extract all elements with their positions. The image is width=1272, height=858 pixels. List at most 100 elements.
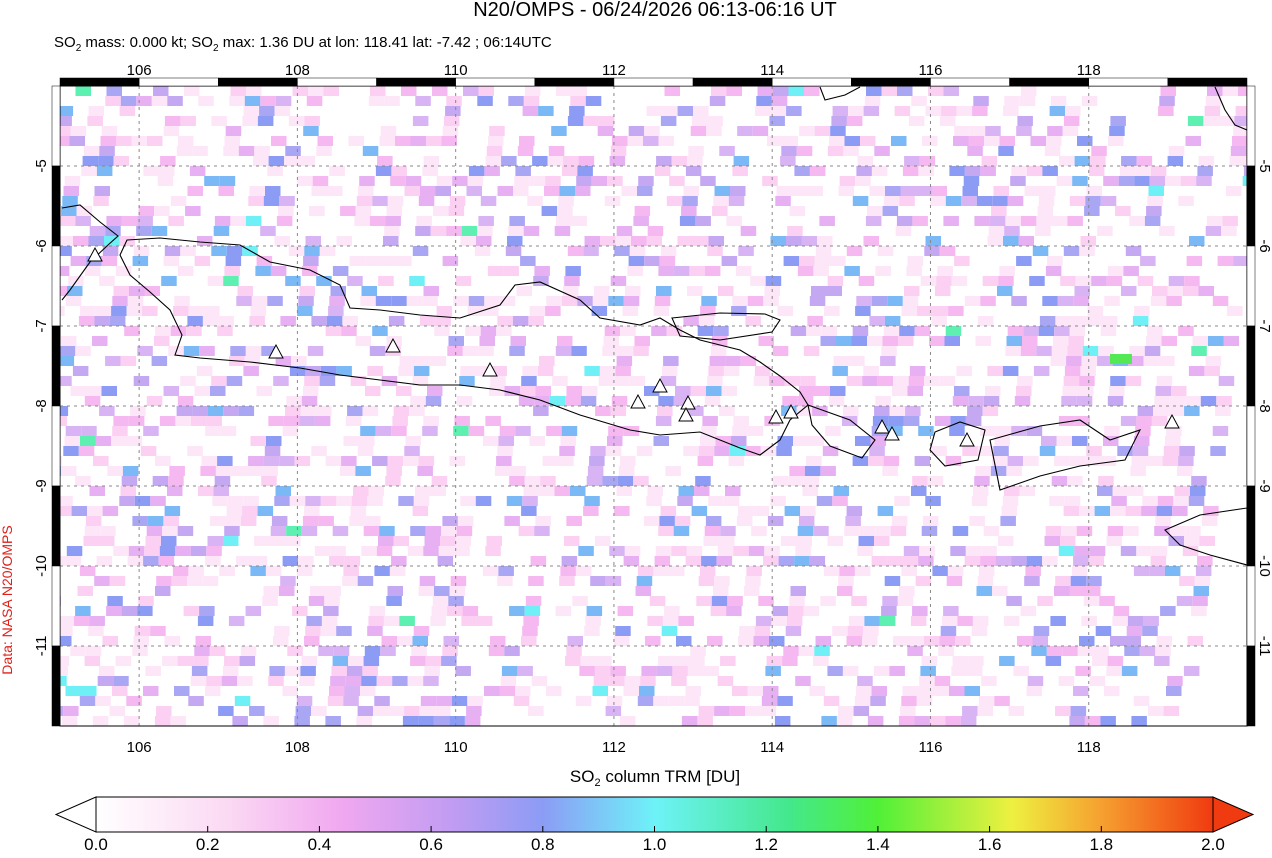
so2-pixel <box>73 616 90 626</box>
so2-pixel <box>1001 506 1018 516</box>
so2-pixel <box>60 346 76 356</box>
so2-pixel <box>333 646 350 656</box>
so2-pixel <box>704 396 721 406</box>
so2-pixel <box>740 226 757 236</box>
so2-pixel <box>126 436 142 446</box>
so2-pixel <box>844 136 860 146</box>
so2-pixel <box>518 396 535 406</box>
so2-pixel <box>616 226 633 236</box>
so2-pixel <box>236 296 252 306</box>
so2-pixel <box>14 596 29 606</box>
so2-pixel <box>565 266 581 276</box>
so2-pixel <box>210 386 226 396</box>
so2-pixel <box>407 676 424 686</box>
so2-pixel <box>423 416 439 426</box>
so2-pixel <box>1215 406 1231 416</box>
so2-pixel <box>856 296 872 306</box>
so2-pixel <box>595 536 611 546</box>
so2-pixel <box>129 286 145 296</box>
so2-pixel <box>1136 416 1152 426</box>
so2-pixel <box>704 266 721 276</box>
so2-pixel <box>368 616 384 626</box>
so2-pixel <box>8 516 24 526</box>
so2-pixel <box>120 356 137 366</box>
so2-pixel <box>1024 186 1040 196</box>
so2-pixel <box>499 686 515 696</box>
so2-pixel <box>1053 336 1069 346</box>
so2-pixel <box>639 686 655 696</box>
so2-pixel <box>442 516 458 526</box>
coastlines <box>61 86 1247 566</box>
so2-pixel <box>877 376 894 386</box>
so2-pixel <box>974 216 990 226</box>
so2-pixel <box>134 626 151 636</box>
so2-pixel <box>841 416 858 426</box>
so2-pixel <box>732 426 748 436</box>
so2-pixel <box>60 356 75 366</box>
so2-pixel <box>786 616 803 626</box>
so2-pixel <box>443 636 459 646</box>
so2-pixel <box>637 696 654 706</box>
so2-pixel <box>1146 336 1162 346</box>
so2-pixel <box>194 646 210 656</box>
so2-pixel <box>812 406 828 416</box>
so2-pixel <box>1100 326 1117 336</box>
border-segment <box>51 485 61 567</box>
so2-pixel <box>136 96 152 106</box>
so2-pixel <box>1089 676 1106 686</box>
so2-pixel <box>133 636 149 646</box>
so2-pixel <box>871 296 888 306</box>
so2-pixel <box>898 716 915 726</box>
so2-pixel <box>1038 196 1055 206</box>
so2-pixel <box>1146 726 1162 736</box>
so2-pixel <box>846 506 863 516</box>
so2-pixel <box>869 186 885 196</box>
so2-pixel <box>1118 176 1135 186</box>
so2-pixel <box>649 596 666 606</box>
so2-pixel <box>954 386 970 396</box>
so2-pixel <box>673 526 690 536</box>
so2-pixel <box>533 276 549 286</box>
so2-pixel <box>809 296 826 306</box>
so2-pixel <box>467 306 484 316</box>
so2-pixel <box>1031 646 1047 656</box>
so2-pixel <box>582 386 598 396</box>
so2-pixel <box>1129 736 1145 746</box>
so2-pixel <box>156 576 172 586</box>
so2-pixel <box>446 226 462 236</box>
so2-pixel <box>1044 146 1061 156</box>
so2-pixel <box>647 616 663 626</box>
so2-pixel <box>628 256 645 266</box>
so2-pixel <box>728 456 745 466</box>
so2-pixel <box>60 496 73 506</box>
so2-pixel <box>501 666 518 676</box>
so2-pixel <box>418 456 435 466</box>
so2-pixel <box>510 466 526 476</box>
so2-pixel <box>1079 376 1095 386</box>
so2-pixel <box>754 366 771 376</box>
so2-pixel <box>882 336 898 346</box>
so2-pixel <box>914 326 931 336</box>
so2-pixel <box>140 446 157 456</box>
axes: 1061061081081101101121121141141161161181… <box>33 62 1272 756</box>
so2-pixel <box>558 456 574 466</box>
so2-pixel <box>10 506 26 516</box>
so2-pixel <box>37 276 53 286</box>
so2-pixel <box>132 256 149 266</box>
so2-pixel <box>795 676 811 686</box>
so2-pixel <box>637 186 653 196</box>
so2-pixel <box>803 606 820 616</box>
so2-pixel <box>583 246 599 256</box>
coastline <box>61 204 119 301</box>
so2-pixel <box>623 296 640 306</box>
so2-pixel <box>690 646 706 656</box>
so2-pixel <box>1243 166 1247 176</box>
so2-pixel <box>1017 636 1033 646</box>
so2-pixel <box>286 396 302 406</box>
so2-pixel <box>70 256 87 266</box>
so2-pixel <box>242 506 258 516</box>
so2-pixel <box>475 496 492 506</box>
so2-pixel <box>1042 556 1058 566</box>
so2-pixel <box>653 566 669 576</box>
so2-pixel <box>13 736 29 746</box>
